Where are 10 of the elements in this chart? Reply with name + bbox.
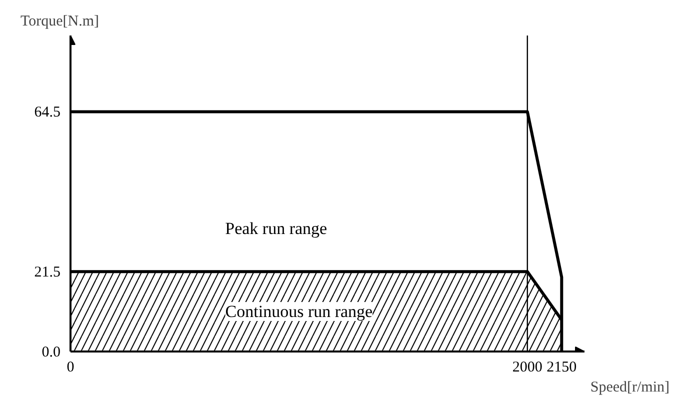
y-axis-title: Torque[N.m] bbox=[20, 14, 100, 30]
y-tick-label: 21.5 bbox=[34, 264, 60, 281]
series-label: Continuous run range bbox=[225, 302, 373, 322]
x-tick-label: 2150 bbox=[546, 360, 577, 376]
y-tick-label: 0.0 bbox=[42, 344, 60, 360]
x-axis-title: Speed[r/min] bbox=[590, 380, 670, 396]
y-tick-label: 64.5 bbox=[34, 104, 60, 121]
x-tick-label: 0 bbox=[66, 360, 74, 376]
x-tick-label: 2000 bbox=[512, 360, 542, 376]
annotation: Peak run range bbox=[225, 218, 328, 238]
